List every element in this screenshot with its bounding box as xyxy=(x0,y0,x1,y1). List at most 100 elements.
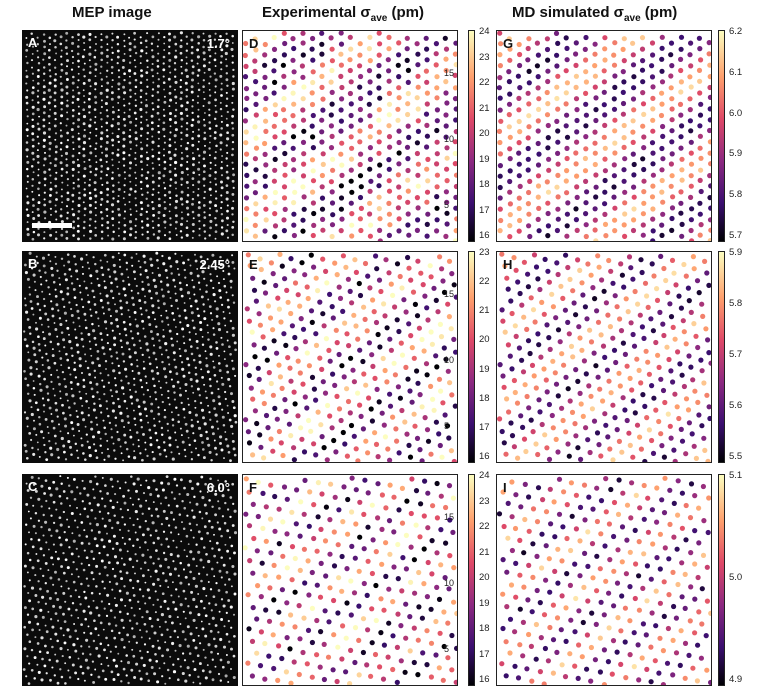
atom-spot xyxy=(33,353,37,357)
atom-spot xyxy=(159,605,163,609)
atom-spot xyxy=(231,260,235,264)
atom-spot xyxy=(157,38,160,41)
strain-dot xyxy=(697,78,703,84)
atom-spot xyxy=(199,328,203,332)
strain-dot xyxy=(630,227,637,234)
strain-dot xyxy=(405,167,411,174)
strain-dot xyxy=(660,133,666,139)
atom-spot xyxy=(94,147,97,151)
strain-dot xyxy=(627,442,633,448)
atom-spot xyxy=(166,668,170,672)
atom-spot xyxy=(140,220,144,223)
atom-spot xyxy=(143,622,147,626)
strain-dot xyxy=(297,533,303,539)
atom-spot xyxy=(216,652,220,655)
strain-dot xyxy=(671,270,677,276)
atom-spot xyxy=(136,332,140,335)
strain-dot xyxy=(628,265,634,271)
atom-spot xyxy=(30,307,34,310)
atom-spot xyxy=(111,362,114,365)
atom-spot xyxy=(48,56,51,59)
strain-dot xyxy=(409,345,415,351)
strain-dot xyxy=(453,129,457,135)
atom-spot xyxy=(180,117,184,121)
atom-spot xyxy=(45,352,48,356)
strain-dot xyxy=(357,499,363,505)
atom-spot xyxy=(110,289,113,293)
atom-spot xyxy=(52,500,56,504)
atom-spot xyxy=(171,343,175,347)
atom-spot xyxy=(106,69,109,72)
atom-spot xyxy=(54,591,58,595)
atom-spot xyxy=(94,49,97,52)
atom-spot xyxy=(198,394,201,397)
atom-spot xyxy=(148,596,151,600)
strain-dot xyxy=(511,444,517,450)
strain-dot xyxy=(642,403,648,409)
strain-dot xyxy=(288,378,294,384)
atom-spot xyxy=(103,280,106,283)
strain-dot xyxy=(622,211,628,217)
atom-spot xyxy=(59,357,63,360)
atom-spot xyxy=(110,436,114,439)
atom-spot xyxy=(110,670,114,674)
strain-dot xyxy=(270,327,276,333)
strain-dot xyxy=(253,145,260,151)
atom-spot xyxy=(66,326,70,330)
strain-dot xyxy=(271,562,277,568)
atom-spot xyxy=(77,145,81,148)
atom-spot xyxy=(154,590,157,593)
atom-spot xyxy=(185,108,188,111)
strain-dot xyxy=(453,679,457,685)
atom-spot xyxy=(188,338,192,341)
strain-dot xyxy=(564,233,570,239)
atom-spot xyxy=(168,118,172,121)
atom-spot xyxy=(94,194,98,198)
atom-spot xyxy=(146,85,149,88)
atom-spot xyxy=(208,154,211,157)
atom-spot xyxy=(82,81,86,85)
atom-spot xyxy=(89,131,92,134)
atom-spot xyxy=(160,481,164,485)
atom-spot xyxy=(39,608,43,612)
atom-spot xyxy=(197,634,200,637)
strain-dot xyxy=(310,79,316,86)
atom-spot xyxy=(117,207,121,211)
strain-dot xyxy=(520,424,526,430)
strain-dot xyxy=(573,312,579,318)
atom-spot xyxy=(180,401,183,405)
atom-spot xyxy=(84,425,87,428)
atom-spot xyxy=(197,426,202,430)
strain-dot xyxy=(656,418,662,425)
atom-spot xyxy=(42,131,47,135)
atom-spot xyxy=(179,603,183,607)
atom-spot xyxy=(152,541,156,545)
strain-dot xyxy=(272,528,278,534)
strain-dot xyxy=(602,221,609,227)
atom-spot xyxy=(99,299,103,302)
atom-spot xyxy=(37,168,40,171)
strain-dot xyxy=(601,682,607,685)
atom-spot xyxy=(27,358,31,362)
atom-spot xyxy=(207,67,211,72)
atom-spot xyxy=(117,173,121,177)
atom-spot xyxy=(44,451,47,454)
strain-dot xyxy=(554,118,560,124)
atom-spot xyxy=(225,97,229,100)
atom-spot xyxy=(48,135,51,139)
atom-spot xyxy=(74,263,77,266)
strain-dot xyxy=(377,41,383,47)
atom-spot xyxy=(32,313,35,316)
strain-dot xyxy=(277,374,283,380)
strain-dot xyxy=(452,161,457,167)
strain-dot xyxy=(295,292,301,298)
strain-dot xyxy=(417,447,423,453)
atom-spot xyxy=(202,79,205,82)
atom-spot xyxy=(187,397,190,400)
atom-spot xyxy=(77,164,81,168)
atom-spot xyxy=(112,184,115,187)
atom-spot xyxy=(157,406,160,409)
atom-spot xyxy=(36,622,40,626)
strain-dot xyxy=(502,329,508,335)
atom-spot xyxy=(128,102,131,105)
